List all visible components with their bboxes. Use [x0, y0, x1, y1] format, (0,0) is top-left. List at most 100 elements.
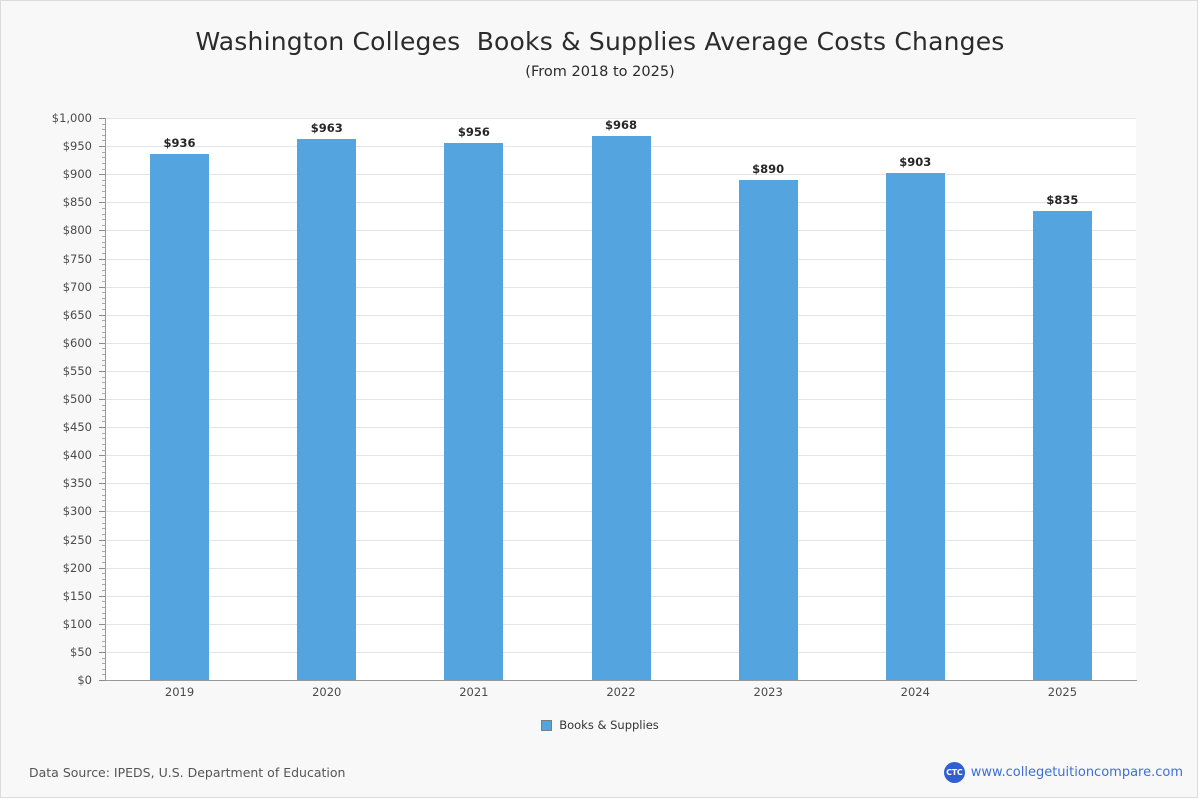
y-axis-minor-tick — [102, 545, 106, 546]
y-axis-tick-label: $650 — [62, 307, 92, 322]
y-axis-tick — [99, 118, 106, 119]
y-axis-minor-tick — [102, 214, 106, 215]
y-axis-minor-tick — [102, 461, 106, 462]
brand-url-link[interactable]: www.collegetuitioncompare.com — [970, 764, 1183, 780]
y-axis-minor-tick — [102, 298, 106, 299]
chart-subtitle: (From 2018 to 2025) — [525, 64, 675, 80]
y-axis-minor-tick — [102, 197, 106, 198]
legend-item-books-supplies[interactable]: Books & Supplies — [541, 719, 659, 732]
y-axis-minor-tick — [102, 478, 106, 479]
y-axis-minor-tick — [102, 517, 106, 518]
y-axis-tick — [99, 483, 106, 484]
y-axis-tick — [99, 568, 106, 569]
bar[interactable] — [444, 142, 504, 680]
y-axis-tick — [99, 287, 106, 288]
plot-area: $936 $963 $956 $968 $890 $903 $835 — [106, 118, 1136, 680]
y-axis-minor-tick — [102, 506, 106, 507]
brand-footer[interactable]: CTC www.collegetuitioncompare.com — [943, 762, 1183, 783]
y-axis-minor-tick — [102, 579, 106, 580]
y-axis-tick-label: $550 — [62, 363, 92, 378]
y-axis-tick-label: $700 — [62, 279, 92, 294]
y-axis-tick — [99, 455, 106, 456]
bar[interactable] — [297, 138, 357, 680]
y-axis-tick — [99, 652, 106, 653]
y-axis-tick — [99, 202, 106, 203]
y-axis-minor-tick — [102, 635, 106, 636]
y-axis-tick — [99, 343, 106, 344]
bar-value-label: $968 — [604, 118, 638, 132]
y-axis-minor-tick — [102, 450, 106, 451]
x-axis-tick-label: 2021 — [459, 685, 489, 699]
y-axis-tick-label: $600 — [62, 335, 92, 350]
y-axis-tick — [99, 680, 106, 681]
data-source-note: Data Source: IPEDS, U.S. Department of E… — [29, 765, 346, 780]
y-axis-minor-tick — [102, 416, 106, 417]
y-axis-minor-tick — [102, 405, 106, 406]
y-axis-tick-label: $950 — [62, 139, 92, 154]
bar-value-label: $956 — [457, 124, 490, 139]
bar[interactable] — [885, 172, 945, 680]
y-axis-tick — [99, 259, 106, 260]
y-axis-tick-label: $900 — [62, 167, 92, 182]
y-axis-labels: $0 $50 $100 $150 $200 $250 $300 $350 $400 $450 $50… — [1, 112, 92, 686]
y-axis-minor-tick — [102, 326, 106, 327]
y-axis-minor-tick — [102, 354, 106, 355]
y-axis-tick — [99, 624, 106, 625]
y-axis-minor-tick — [102, 523, 106, 524]
y-axis-minor-tick — [102, 129, 106, 130]
y-axis-minor-tick — [102, 152, 106, 153]
y-axis-tick-label: $150 — [62, 588, 92, 603]
y-axis-minor-tick — [102, 674, 106, 675]
y-axis-minor-tick — [102, 601, 106, 602]
bar[interactable] — [1032, 210, 1092, 680]
y-axis-tick-label: $400 — [62, 448, 92, 463]
bar[interactable] — [591, 135, 651, 680]
y-axis-minor-tick — [102, 225, 106, 226]
x-axis-tick-label: 2024 — [900, 685, 930, 699]
y-axis-minor-tick — [102, 421, 106, 422]
y-axis-tick-label: $250 — [62, 532, 92, 547]
y-axis-minor-tick — [102, 472, 106, 473]
y-axis-tick — [99, 174, 106, 175]
legend-label: Books & Supplies — [559, 718, 659, 732]
y-axis-minor-tick — [102, 466, 106, 467]
y-axis-minor-tick — [102, 551, 106, 552]
x-axis-labels: 2019 2020 2021 2022 2023 2024 2025 — [106, 685, 1136, 705]
y-axis-minor-tick — [102, 646, 106, 647]
bar-value-label: $835 — [1046, 192, 1079, 207]
y-axis-minor-tick — [102, 433, 106, 434]
y-axis-tick-label: $750 — [62, 251, 92, 266]
y-axis-minor-tick — [102, 489, 106, 490]
y-axis-tick-label: $0 — [77, 673, 92, 687]
y-axis-tick-label: $850 — [62, 195, 92, 210]
y-axis-tick-label: $1,000 — [51, 111, 92, 125]
y-axis-minor-tick — [102, 562, 106, 563]
y-axis-tick — [99, 399, 106, 400]
legend-swatch-icon — [541, 720, 553, 731]
x-axis-tick-label: 2023 — [753, 685, 783, 699]
x-axis-tick-label: 2020 — [312, 685, 342, 699]
y-axis-line — [105, 118, 106, 681]
y-axis-minor-tick — [102, 669, 106, 670]
bar[interactable] — [150, 153, 210, 680]
y-axis-minor-tick — [102, 613, 106, 614]
bar-value-label: $903 — [899, 154, 932, 169]
x-axis-tick-label: 2022 — [606, 685, 636, 699]
y-axis-tick — [99, 511, 106, 512]
y-axis-minor-tick — [102, 410, 106, 411]
y-axis-tick-label: $350 — [62, 476, 92, 491]
y-axis-minor-tick — [102, 388, 106, 389]
y-axis-minor-tick — [102, 500, 106, 501]
y-axis-minor-tick — [102, 556, 106, 557]
y-axis-minor-tick — [102, 264, 106, 265]
y-axis-minor-tick — [102, 236, 106, 237]
y-axis-minor-tick — [102, 641, 106, 642]
bar-value-label: $936 — [163, 135, 196, 150]
y-axis-minor-tick — [102, 382, 106, 383]
y-axis-minor-tick — [102, 377, 106, 378]
bar[interactable] — [738, 179, 798, 680]
y-axis-minor-tick — [102, 219, 106, 220]
y-axis-minor-tick — [102, 534, 106, 535]
y-axis-minor-tick — [102, 292, 106, 293]
